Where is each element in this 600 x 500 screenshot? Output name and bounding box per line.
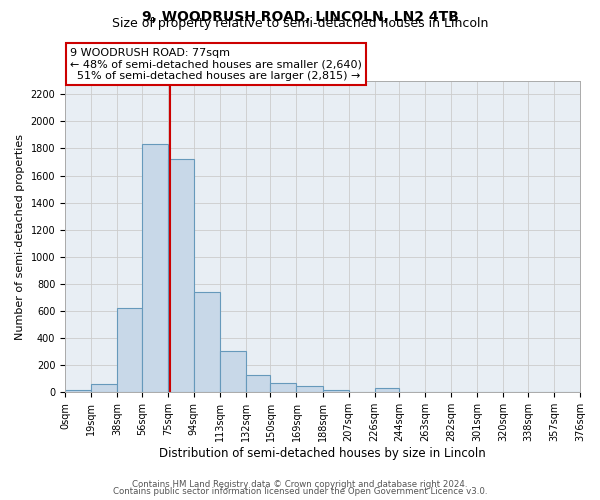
Bar	[220, 351, 246, 393]
Bar	[117, 308, 142, 392]
Bar	[168, 160, 194, 392]
Bar	[323, 390, 349, 392]
Bar	[91, 384, 117, 392]
Y-axis label: Number of semi-detached properties: Number of semi-detached properties	[15, 134, 25, 340]
Bar	[296, 386, 323, 392]
Text: 9 WOODRUSH ROAD: 77sqm
← 48% of semi-detached houses are smaller (2,640)
  51% o: 9 WOODRUSH ROAD: 77sqm ← 48% of semi-det…	[70, 48, 362, 80]
Bar	[246, 374, 271, 392]
X-axis label: Distribution of semi-detached houses by size in Lincoln: Distribution of semi-detached houses by …	[159, 447, 486, 460]
Bar	[374, 388, 399, 392]
Bar	[142, 144, 168, 392]
Text: 9, WOODRUSH ROAD, LINCOLN, LN2 4TB: 9, WOODRUSH ROAD, LINCOLN, LN2 4TB	[142, 10, 458, 24]
Text: Contains HM Land Registry data © Crown copyright and database right 2024.: Contains HM Land Registry data © Crown c…	[132, 480, 468, 489]
Bar	[194, 292, 220, 392]
Bar	[271, 383, 296, 392]
Text: Size of property relative to semi-detached houses in Lincoln: Size of property relative to semi-detach…	[112, 18, 488, 30]
Text: Contains public sector information licensed under the Open Government Licence v3: Contains public sector information licen…	[113, 487, 487, 496]
Bar	[65, 390, 91, 392]
